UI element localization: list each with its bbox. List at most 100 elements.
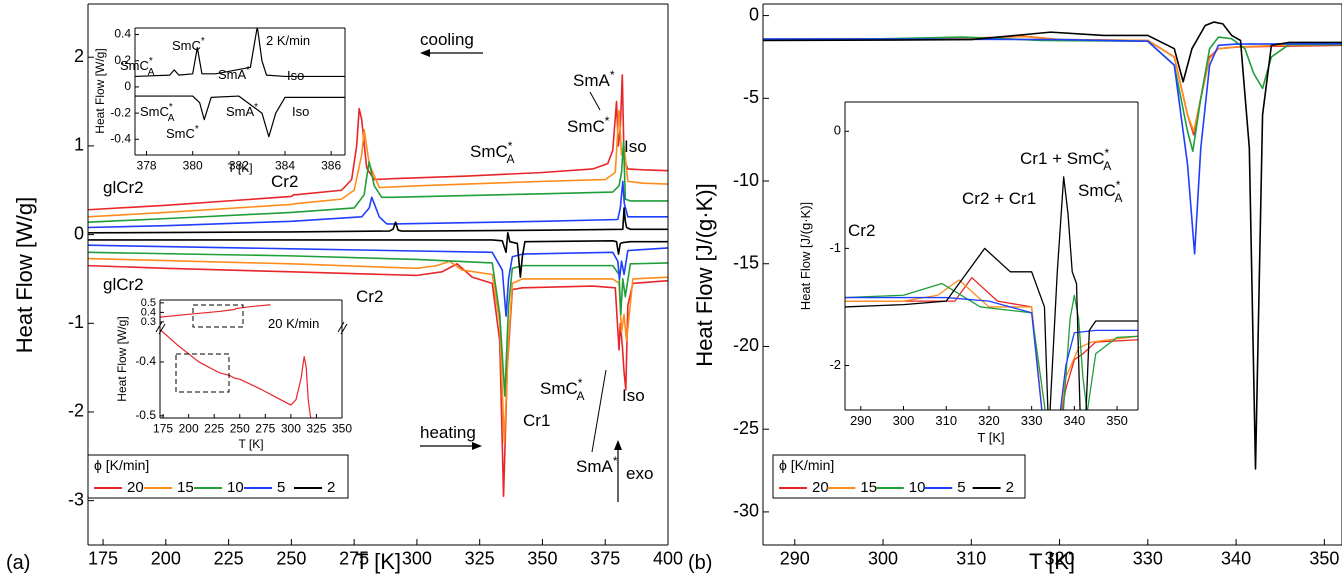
- annotation-sup: *: [195, 124, 199, 135]
- x-tick-label: 340: [1064, 413, 1086, 428]
- curve: [88, 180, 668, 229]
- y-tick-label: 0: [749, 4, 759, 24]
- y-tick-label: -2: [68, 401, 84, 421]
- x-tick-label: 400: [653, 549, 683, 569]
- y-axis-label: Heat Flow [J/(g·K)]: [798, 202, 813, 310]
- annotation-sub: A: [168, 113, 175, 124]
- inset-background: [135, 28, 345, 155]
- zoom-box: [192, 304, 244, 328]
- x-axis-label: T [K]: [355, 549, 401, 574]
- x-tick-label: 384: [275, 158, 295, 172]
- curve: [88, 232, 668, 278]
- arrow-head: [420, 49, 430, 57]
- chart: 378 380 382 384 386 -0.4 -0.2 0 0.2 0.4 T [K] Heat …: [93, 27, 346, 175]
- curve: [845, 282, 1138, 410]
- annotation: Iso: [292, 104, 309, 119]
- y-tick-label: 0: [124, 79, 131, 93]
- annotation: SmC* A: [540, 376, 584, 403]
- y-tick-label: 0: [834, 123, 841, 138]
- annotation: heating: [420, 423, 476, 442]
- annotation: SmA*: [573, 68, 615, 90]
- curve: [763, 21, 1342, 470]
- x-tick-label: 350: [332, 421, 352, 435]
- annotation: exo: [626, 464, 653, 483]
- y-tick-label: -0.5: [135, 408, 156, 422]
- y-axis-label: Heat Flow [J/(g·K)]: [692, 183, 717, 366]
- annotation: glCr2: [103, 275, 144, 294]
- chart: 175 200 225 250 275 300 325 350 375 400-3-2-1012T…: [6, 3, 683, 574]
- x-tick-label: 320: [1045, 549, 1075, 569]
- curve: [845, 277, 1138, 410]
- annotation-text: SmC: [140, 104, 169, 119]
- panel-label: (a): [6, 552, 30, 574]
- y-tick-label: -2: [829, 357, 841, 372]
- curve: [135, 95, 345, 138]
- legend-label: 10: [227, 479, 244, 496]
- annotation: SmC* A: [470, 139, 514, 166]
- curve: [845, 296, 1138, 410]
- annotation: SmC*: [166, 124, 199, 141]
- y-tick-label: 0.4: [114, 27, 131, 41]
- y-tick-label: 0: [74, 223, 84, 243]
- y-tick-label: -0.4: [110, 131, 131, 145]
- annotation-sup: *: [578, 376, 583, 390]
- legend-label: 15: [860, 479, 877, 496]
- inset-background: [160, 300, 342, 418]
- axis-break: [155, 321, 348, 335]
- x-tick-label: 300: [281, 421, 301, 435]
- legend-label: 2: [1006, 479, 1014, 496]
- annotation: SmC* A: [1078, 178, 1122, 205]
- x-tick-label: 250: [276, 549, 306, 569]
- annotation: SmC* A: [140, 102, 175, 124]
- annotation: SmC* A: [120, 56, 155, 78]
- annotation-sup: *: [613, 454, 618, 468]
- x-axis-label: T [K]: [977, 430, 1004, 445]
- legend-label: 5: [957, 479, 965, 496]
- annotation-sup: *: [610, 68, 615, 82]
- arrow-head: [472, 442, 482, 450]
- leader-line: [591, 369, 607, 453]
- y-tick-label: -25: [733, 418, 759, 438]
- x-axis-label: T [K]: [238, 437, 263, 451]
- x-tick-label: 350: [1106, 413, 1128, 428]
- chart: 290 300 310 320 330 340 3500-5-10-15-20-25-30T…: [688, 3, 1342, 574]
- x-tick-label: 330: [1133, 549, 1163, 569]
- annotation-sub: A: [576, 389, 584, 403]
- y-axis-label: Heat Flow [W/g]: [115, 316, 129, 401]
- annotation-text: SmC: [540, 379, 578, 398]
- annotation-text: SmA: [218, 67, 247, 82]
- x-tick-label: 325: [465, 549, 495, 569]
- y-tick-label: -3: [68, 489, 84, 509]
- annotation: Iso: [622, 386, 645, 405]
- legend-label: 15: [177, 479, 194, 496]
- y-tick-label: -0.2: [110, 105, 131, 119]
- curve: [845, 176, 1138, 410]
- annotation: Cr2: [848, 221, 875, 240]
- annotation-sup: *: [246, 65, 250, 76]
- legend-title: ϕ [K/min]: [779, 457, 834, 473]
- x-tick-label: 250: [230, 421, 250, 435]
- annotation-sub: A: [1103, 159, 1111, 173]
- x-tick-label: 290: [850, 413, 872, 428]
- annotation-sup: *: [254, 102, 258, 113]
- y-tick-label: -20: [733, 335, 759, 355]
- curve: [763, 38, 1342, 255]
- annotation: SmC*: [172, 36, 205, 53]
- chart: 175 200 225 250 275 300 325 350 -0.5 -0.4 T [K] Hea…: [115, 316, 352, 451]
- annotation: Iso: [287, 68, 304, 83]
- annotation: Cr2 + Cr1: [962, 189, 1036, 208]
- annotation-text: SmC: [166, 126, 195, 141]
- annotation-sup: *: [1105, 146, 1110, 160]
- legend-label: 20: [812, 479, 829, 496]
- leader-line: [589, 91, 601, 111]
- x-tick-label: 350: [527, 549, 557, 569]
- annotation-sup: *: [508, 139, 513, 153]
- inset-background: [845, 102, 1138, 410]
- annotation-sub: A: [1114, 191, 1122, 205]
- panel-label: (b): [688, 552, 712, 574]
- x-axis-label: T [K]: [1029, 549, 1075, 574]
- annotation: cooling: [420, 30, 474, 49]
- annotation: 2 K/min: [266, 33, 310, 48]
- annotation-sup: *: [149, 56, 153, 67]
